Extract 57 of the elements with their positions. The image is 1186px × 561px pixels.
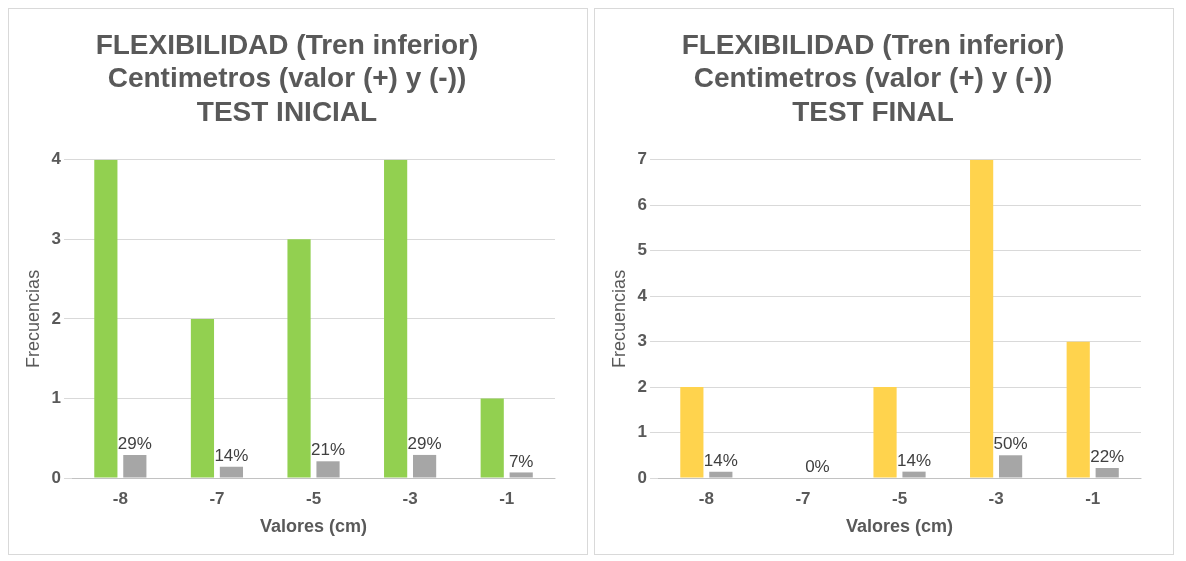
x-tick-label: -7: [209, 488, 225, 508]
x-tick-label: -1: [1085, 488, 1101, 508]
y-tick-label: 4: [51, 149, 62, 169]
x-tick-label: -3: [988, 488, 1004, 508]
y-tick-label: 3: [51, 229, 62, 249]
x-tick-label: -5: [305, 488, 322, 508]
bar: [287, 239, 311, 478]
x-tick-label: -3: [402, 488, 418, 508]
bar: [316, 461, 340, 478]
data-label: 29%: [117, 434, 152, 454]
bar: [902, 471, 926, 478]
bar: [873, 387, 897, 478]
y-tick-label: 4: [637, 285, 648, 305]
y-tick-label: 6: [637, 194, 648, 214]
x-axis-title: Valores (cm): [260, 516, 368, 537]
data-label: 21%: [311, 440, 346, 460]
bar: [970, 159, 994, 478]
y-tick-label: 2: [51, 308, 62, 328]
y-tick-label: 0: [51, 467, 62, 487]
y-tick-label: 3: [637, 331, 648, 351]
bar: [480, 398, 504, 478]
bar: [680, 387, 704, 478]
bar: [190, 318, 215, 478]
bar: [94, 159, 118, 478]
data-label: 50%: [993, 434, 1028, 454]
data-label: 7%: [508, 451, 534, 471]
data-label: 14%: [703, 450, 738, 470]
chart-title: FLEXIBILIDAD (Tren inferior) Centimetros (valor (+) y (-)) TEST FINAL: [681, 28, 1065, 127]
bar: [709, 471, 733, 478]
x-tick-label: -1: [499, 488, 515, 508]
data-label: 14%: [214, 446, 249, 466]
y-tick-label: 1: [51, 388, 62, 408]
y-axis-title: Frecuencias: [608, 269, 629, 368]
bar: [509, 472, 533, 478]
y-axis-title: Frecuencias: [22, 269, 43, 368]
bar: [384, 159, 408, 478]
bar: [413, 454, 437, 478]
y-tick-label: 7: [637, 149, 648, 169]
bar: [999, 455, 1023, 478]
chart-title: FLEXIBILIDAD (Tren inferior) Centimetros (valor (+) y (-)) TEST INICIAL: [95, 28, 479, 127]
y-tick-label: 1: [637, 422, 648, 442]
y-tick-label: 0: [637, 467, 648, 487]
data-label: 0%: [805, 457, 830, 477]
y-tick-label: 2: [637, 376, 648, 396]
bar: [1066, 341, 1090, 478]
x-tick-label: -8: [112, 488, 128, 508]
x-axis-title: Valores (cm): [846, 516, 954, 537]
x-tick-label: -5: [891, 488, 908, 508]
bar: [123, 454, 147, 478]
data-label: 22%: [1090, 447, 1125, 467]
bar: [1095, 468, 1119, 478]
data-label: 29%: [407, 434, 442, 454]
y-tick-label: 5: [637, 240, 648, 260]
bar: [219, 466, 244, 478]
x-tick-label: -7: [795, 488, 811, 508]
x-tick-label: -8: [698, 488, 714, 508]
data-label: 14%: [897, 450, 932, 470]
